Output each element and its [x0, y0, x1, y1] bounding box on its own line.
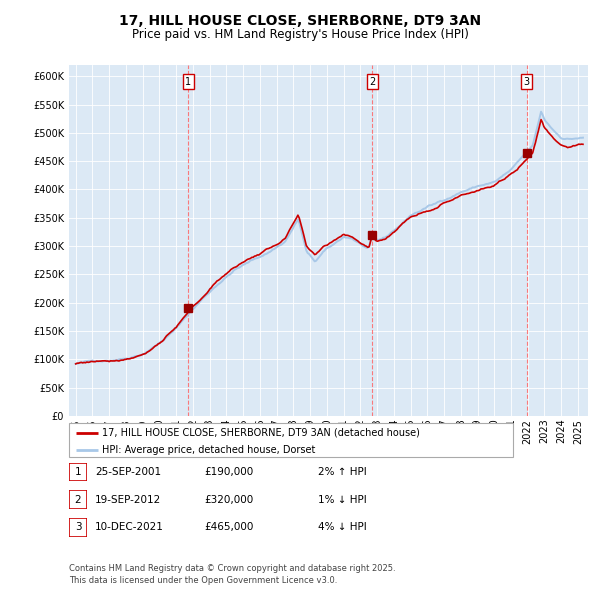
Text: 2% ↑ HPI: 2% ↑ HPI [318, 467, 367, 477]
Text: 3: 3 [74, 523, 82, 532]
FancyBboxPatch shape [69, 490, 87, 509]
FancyBboxPatch shape [69, 423, 513, 457]
Text: Price paid vs. HM Land Registry's House Price Index (HPI): Price paid vs. HM Land Registry's House … [131, 28, 469, 41]
Text: £320,000: £320,000 [204, 495, 253, 504]
FancyBboxPatch shape [69, 518, 87, 537]
Text: 4% ↓ HPI: 4% ↓ HPI [318, 523, 367, 532]
Text: 17, HILL HOUSE CLOSE, SHERBORNE, DT9 3AN (detached house): 17, HILL HOUSE CLOSE, SHERBORNE, DT9 3AN… [102, 428, 420, 438]
Text: 2: 2 [369, 77, 376, 87]
Text: £465,000: £465,000 [204, 523, 253, 532]
Text: 25-SEP-2001: 25-SEP-2001 [95, 467, 161, 477]
Text: Contains HM Land Registry data © Crown copyright and database right 2025.
This d: Contains HM Land Registry data © Crown c… [69, 565, 395, 585]
Text: £190,000: £190,000 [204, 467, 253, 477]
Text: 1: 1 [185, 77, 191, 87]
Text: 2: 2 [74, 495, 82, 504]
Text: 3: 3 [524, 77, 530, 87]
Text: 19-SEP-2012: 19-SEP-2012 [95, 495, 161, 504]
Text: 10-DEC-2021: 10-DEC-2021 [95, 523, 164, 532]
Text: HPI: Average price, detached house, Dorset: HPI: Average price, detached house, Dors… [102, 445, 316, 455]
FancyBboxPatch shape [69, 463, 87, 481]
Text: 1% ↓ HPI: 1% ↓ HPI [318, 495, 367, 504]
Text: 1: 1 [74, 467, 82, 477]
Text: 17, HILL HOUSE CLOSE, SHERBORNE, DT9 3AN: 17, HILL HOUSE CLOSE, SHERBORNE, DT9 3AN [119, 14, 481, 28]
